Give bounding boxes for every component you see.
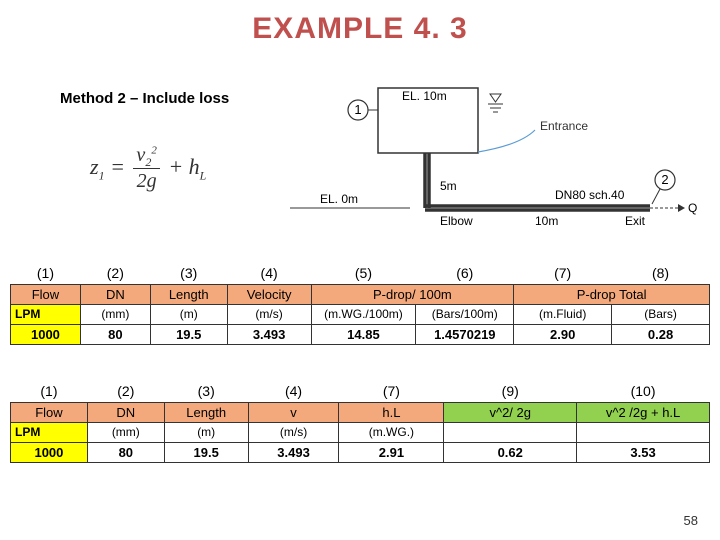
table-1-header: Flow DN Length Velocity P-drop/ 100m P-d…: [11, 284, 710, 304]
svg-text:DN80 sch.40: DN80 sch.40: [555, 188, 625, 202]
table-2-colnums: (1) (2) (3) (4) (7) (9) (10): [11, 380, 710, 402]
eq-num-var: v: [136, 144, 145, 166]
table-1-units: LPM (mm) (m) (m/s) (m.WG./100m) (Bars/10…: [11, 304, 710, 324]
svg-text:1: 1: [354, 102, 361, 117]
eq-frac: v22 2g: [133, 145, 159, 193]
diagram: 1 EL. 10m Entrance 5m EL. 0m Elbow 10m E…: [290, 80, 700, 250]
table-1-colnums: (1) (2) (3) (4) (5) (6) (7) (8): [11, 262, 710, 284]
table-2: (1) (2) (3) (4) (7) (9) (10) Flow DN Len…: [10, 380, 710, 463]
page-number: 58: [684, 513, 698, 528]
eq-equals: =: [110, 154, 125, 179]
eq-den: 2g: [133, 169, 159, 193]
svg-text:Q: Q: [688, 201, 697, 215]
svg-text:Elbow: Elbow: [440, 214, 473, 228]
eq-tail-sub: L: [200, 168, 207, 182]
svg-text:EL. 0m: EL. 0m: [320, 192, 358, 206]
equation: z1 = v22 2g + hL: [90, 145, 206, 193]
svg-text:5m: 5m: [440, 179, 457, 193]
eq-lhs-sub: 1: [99, 168, 105, 182]
svg-text:Entrance: Entrance: [540, 119, 588, 133]
table-1-data: 1000 80 19.5 3.493 14.85 1.4570219 2.90 …: [11, 324, 710, 344]
table-2-units: LPM (mm) (m) (m/s) (m.WG.): [11, 422, 710, 442]
svg-text:2: 2: [661, 172, 668, 187]
svg-text:Exit: Exit: [625, 214, 646, 228]
eq-lhs-var: z: [90, 154, 99, 179]
page-title: EXAMPLE 4. 3: [0, 0, 720, 46]
table-1: (1) (2) (3) (4) (5) (6) (7) (8) Flow DN …: [10, 262, 710, 345]
eq-tail: + h: [168, 154, 199, 179]
table-2-data: 1000 80 19.5 3.493 2.91 0.62 3.53: [11, 442, 710, 462]
svg-text:EL. 10m: EL. 10m: [402, 89, 447, 103]
table-2-header: Flow DN Length v h.L v^2/ 2g v^2 /2g + h…: [11, 402, 710, 422]
svg-text:10m: 10m: [535, 214, 558, 228]
subtitle: Method 2 – Include loss: [60, 90, 229, 107]
